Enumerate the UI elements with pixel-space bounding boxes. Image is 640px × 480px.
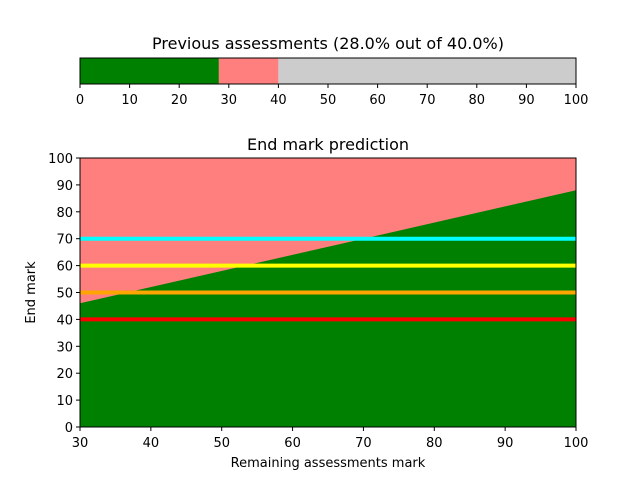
bottom-chart-title: End mark prediction [247,135,409,154]
x-tick-label: 100 [564,436,589,451]
top-x-tick-label: 60 [369,93,386,108]
y-tick-label: 40 [56,313,73,328]
x-tick-label: 40 [143,436,160,451]
top-x-tick-label: 30 [221,93,238,108]
bar-segment-0 [80,58,219,84]
top-x-tick-label: 10 [121,93,138,108]
top-x-tick-label: 80 [469,93,486,108]
x-tick-label: 80 [426,436,443,451]
top-x-tick-label: 50 [320,93,337,108]
y-tick-label: 0 [65,421,73,436]
y-tick-label: 10 [56,394,73,409]
x-tick-label: 30 [72,436,89,451]
y-tick-label: 30 [56,340,73,355]
pass-region-area [80,190,576,427]
y-tick-label: 80 [56,206,73,221]
x-tick-label: 50 [213,436,230,451]
y-tick-label: 90 [56,179,73,194]
bar-segment-2 [278,58,576,84]
top-x-tick-label: 90 [518,93,535,108]
top-x-tick-label: 40 [270,93,287,108]
y-axis-label: End mark [24,261,39,324]
top-x-tick-label: 0 [76,93,84,108]
y-tick-label: 60 [56,260,73,275]
top-chart-title: Previous assessments (28.0% out of 40.0%… [152,34,504,53]
previous-assessments-chart: Previous assessments (28.0% out of 40.0%… [76,34,589,108]
y-tick-label: 100 [48,152,73,167]
top-x-tick-label: 20 [171,93,188,108]
y-tick-label: 70 [56,233,73,248]
x-tick-label: 90 [497,436,514,451]
bar-segment-1 [218,58,279,84]
top-x-tick-label: 70 [419,93,436,108]
end-mark-prediction-chart: End mark prediction 30 40 50 60 70 80 90 100 0 1… [24,135,588,471]
x-tick-label: 70 [355,436,372,451]
y-tick-label: 20 [56,367,73,382]
x-tick-label: 60 [284,436,301,451]
top-x-tick-label: 100 [564,93,589,108]
x-axis-label: Remaining assessments mark [231,456,426,471]
y-tick-label: 50 [56,287,73,302]
